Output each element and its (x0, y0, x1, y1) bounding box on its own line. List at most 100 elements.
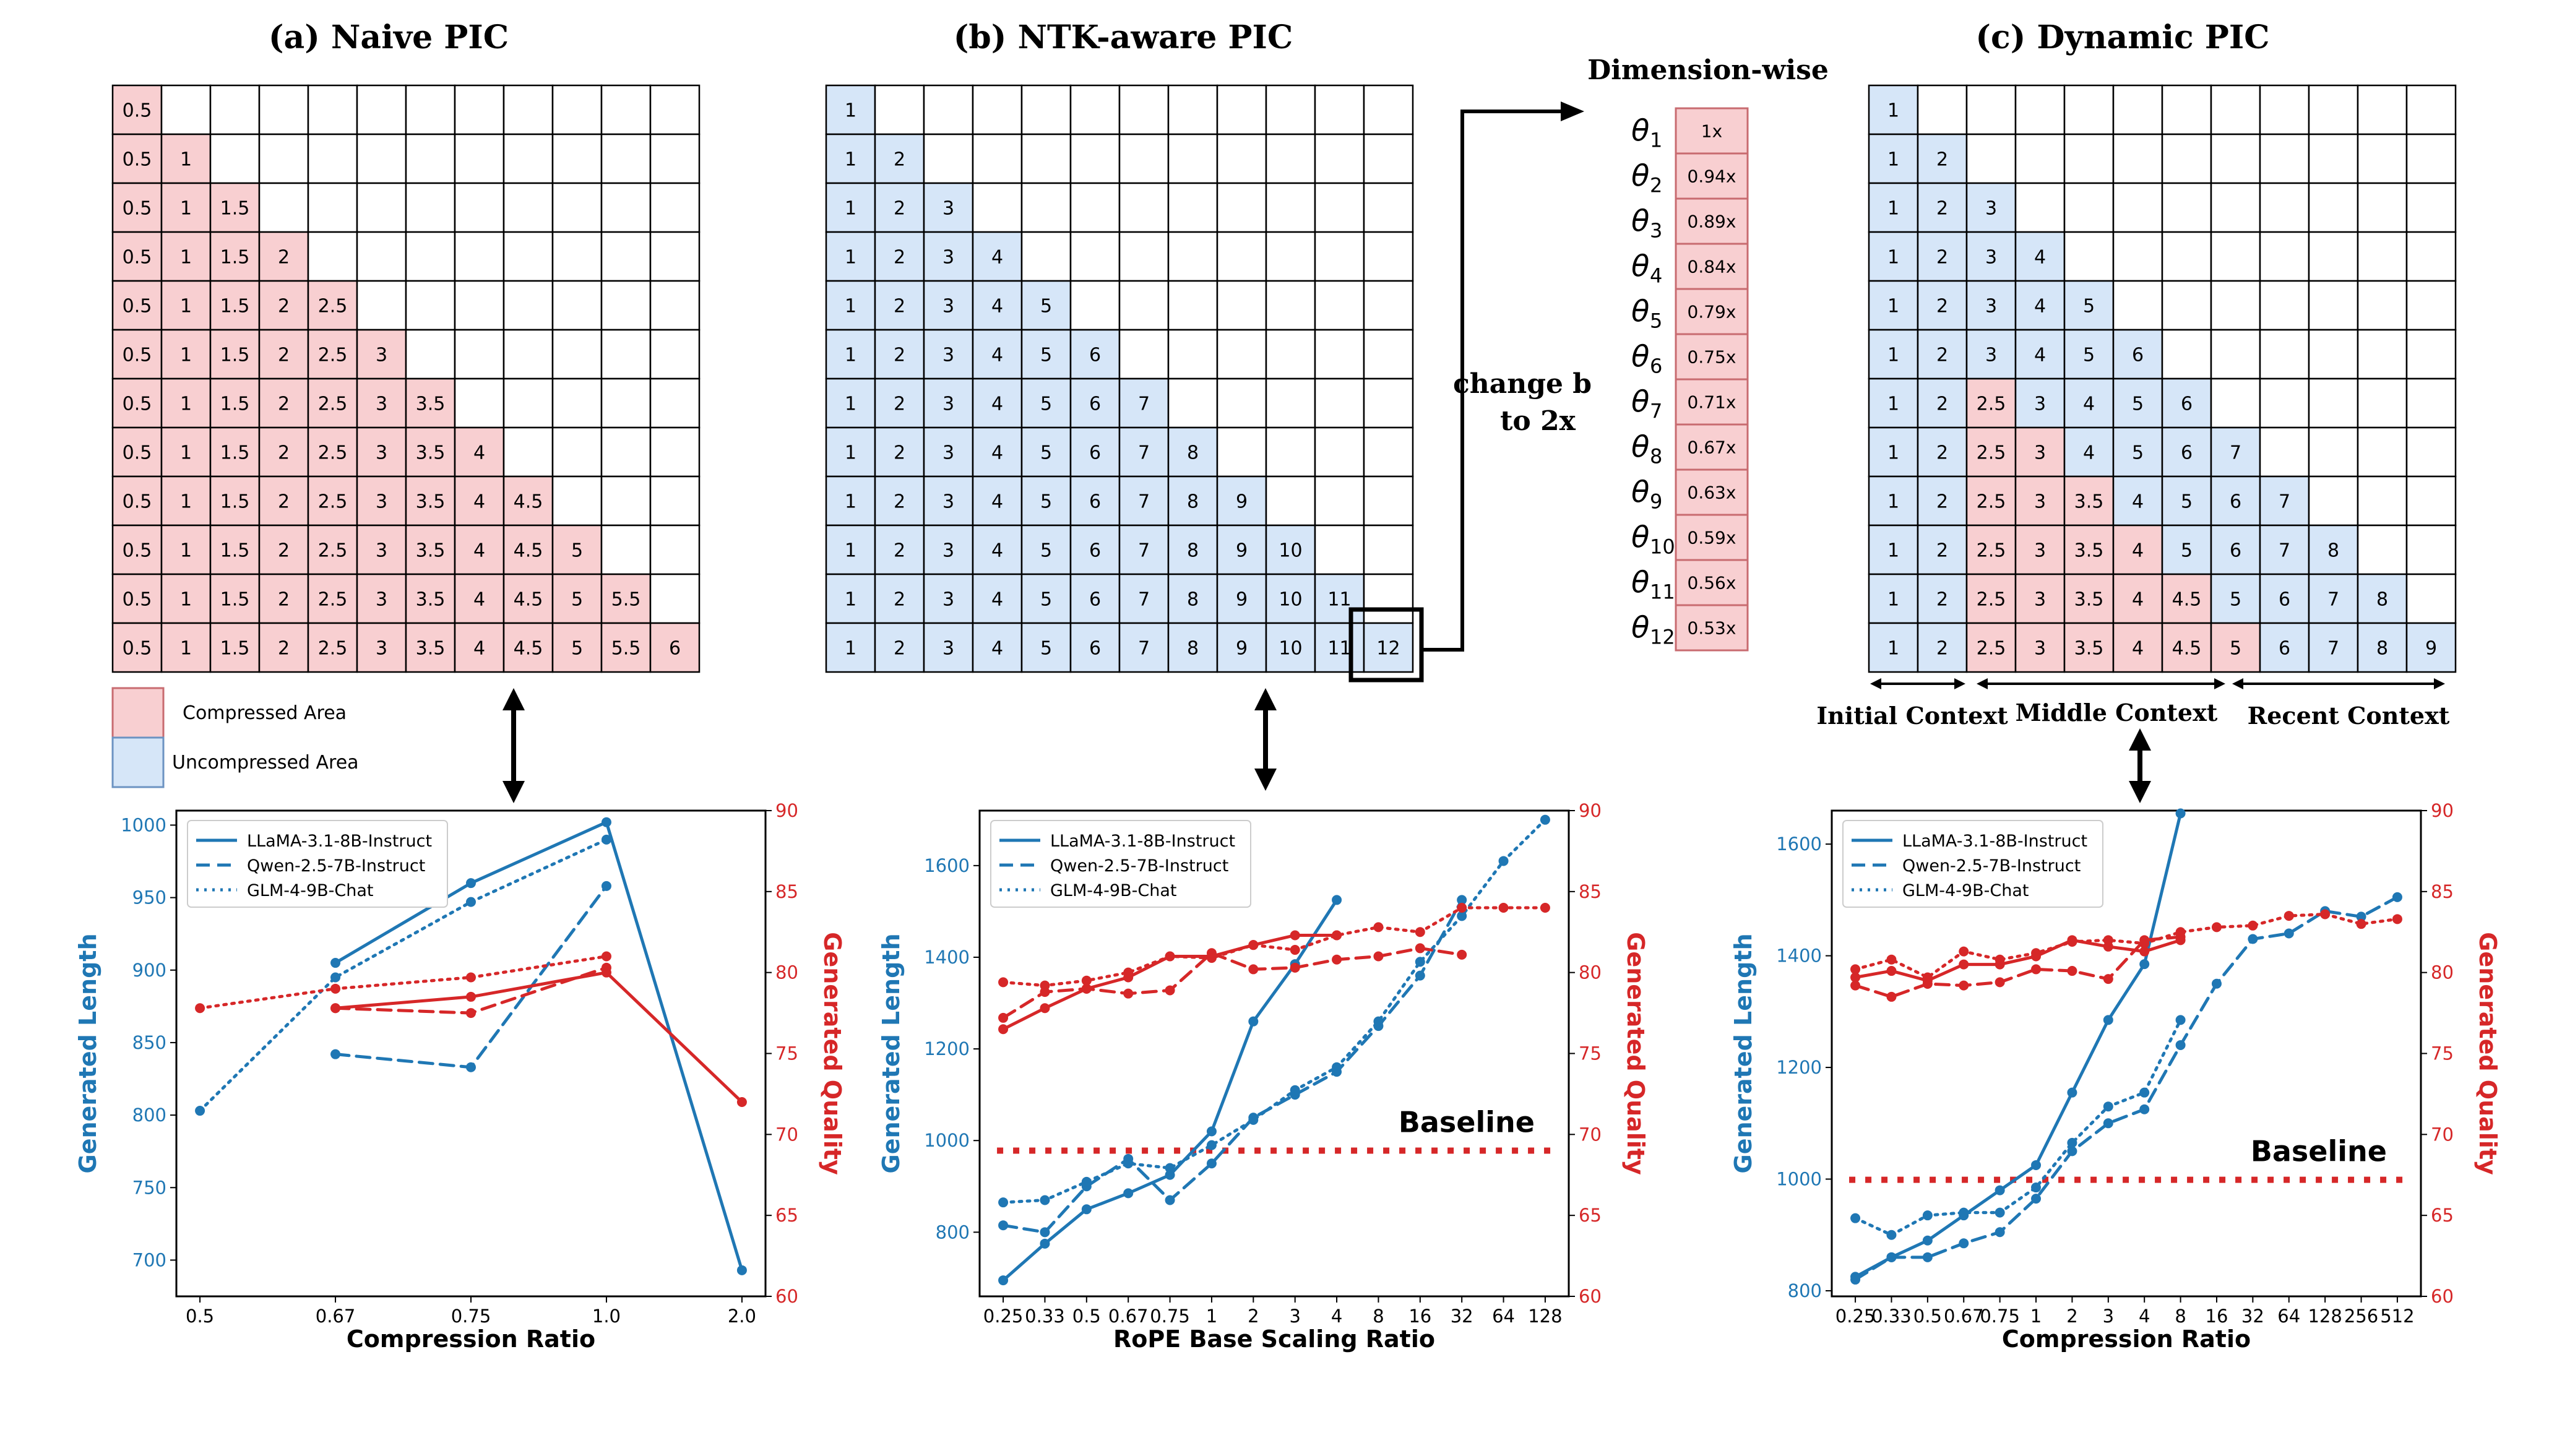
y-tick-label: 850 (132, 1032, 166, 1053)
grid-cell-empty (600, 426, 652, 478)
grid-cell-empty (2357, 377, 2408, 429)
y2-tick-label: 60 (775, 1286, 798, 1307)
grid-cell-empty (356, 231, 407, 282)
series-point (1081, 983, 1092, 994)
x-tick-label: 0.5 (1072, 1306, 1101, 1327)
grid-cell-uncompressed (923, 231, 974, 282)
grid-cell-value: 5 (2083, 345, 2095, 366)
grid-cell-value: 5.5 (611, 638, 641, 660)
x-tick-label: 4 (1331, 1306, 1342, 1327)
grid-cell-value: 5 (1040, 491, 1052, 513)
grid-cell-uncompressed (2014, 377, 2066, 429)
grid-cell-empty (356, 133, 407, 184)
legend-box (990, 820, 1251, 908)
series-point (1123, 1188, 1134, 1199)
series-point (2248, 934, 2258, 944)
grid-cell-empty (2308, 377, 2359, 429)
grid-cell-empty (2014, 133, 2066, 184)
series-point (2175, 1015, 2186, 1025)
legend-entry: LLaMA-3.1-8B-Instruct (247, 832, 432, 851)
series-point (1886, 991, 1897, 1002)
grid-cell-value: 0.5 (123, 442, 152, 464)
grid-cell-empty (600, 182, 652, 233)
grid-cell-uncompressed (1069, 573, 1121, 624)
series-point (1248, 1114, 1259, 1125)
grid-cell-value: 1 (180, 540, 192, 562)
series-point (1959, 1207, 1969, 1218)
naive-pic-grid: 0.5 0.5 1 0.5 1 1.5 0.5 1 1.5 2 0.5 1 1.5 2 2.5 0.5 1 1.5… (111, 84, 701, 673)
grid-cell-empty (502, 280, 554, 331)
series-point (2284, 928, 2294, 939)
series-point (1081, 975, 1092, 986)
grid-cell-empty (551, 133, 603, 184)
grid-cell-value: 1 (1887, 296, 1899, 317)
grid-cell-value: 3 (2034, 394, 2046, 415)
theta-symbol: θ (1631, 385, 1649, 420)
grid-cell-value: 2 (894, 296, 905, 317)
theta-symbol: θ (1631, 159, 1649, 194)
grid-cell-value: 4 (991, 491, 1003, 513)
grid-cell-value: 4 (473, 491, 485, 513)
y2-tick-label: 80 (1579, 962, 1602, 983)
series-point (998, 977, 1009, 988)
grid-cell-empty (1118, 231, 1170, 282)
x-tick-label: 0.33 (1871, 1306, 1912, 1327)
grid-cell-empty (2405, 84, 2457, 136)
grid-cell-compressed (502, 475, 554, 527)
grid-cell-uncompressed (1069, 426, 1121, 478)
grid-cell-uncompressed (1216, 573, 1267, 624)
grid-cell-value: 10 (1279, 638, 1302, 660)
grid-cell-empty (2259, 84, 2310, 136)
grid-cell-empty (551, 280, 603, 331)
x-tick-label: 2 (1248, 1306, 1259, 1327)
dimension-factor-value: 0.63x (1688, 483, 1736, 503)
series-line-dotted-right (198, 955, 608, 1010)
grid-cell-uncompressed (1216, 524, 1267, 575)
legend-entry: GLM-4-9B-Chat (1050, 881, 1176, 900)
grid-cell-empty (1020, 84, 1072, 136)
grid-cell-compressed (1965, 475, 2017, 527)
series-point (1959, 1238, 1969, 1249)
series-line-solid-right (1853, 938, 2183, 983)
series-point (330, 958, 341, 968)
grid-cell-uncompressed (825, 280, 876, 331)
grid-cell-empty (502, 231, 554, 282)
y-tick-label: 750 (132, 1177, 166, 1198)
grid-cell-compressed (160, 329, 212, 380)
grid-cell-value: 7 (1138, 540, 1150, 562)
legend-uncompressed-swatch (111, 736, 165, 788)
chart-dynamic-pic: 0.250.33 0.5 0.670.75 1 2 3 4 8 16 32 64 128 256 512 8… (1730, 800, 2501, 1353)
theta-subscript: 1 (1650, 129, 1662, 152)
series-line-solid-left (1853, 812, 2183, 1278)
series-point (1850, 964, 1861, 975)
grid-cell-value: 3 (2034, 491, 2046, 513)
grid-cell-compressed (209, 426, 261, 478)
grid-cell-value: 8 (1187, 589, 1199, 611)
grid-cell-value: 3 (376, 491, 387, 513)
grid-cell-value: 2 (278, 540, 290, 562)
x-tick-label: 8 (2175, 1306, 2186, 1327)
series-line-solid-left (334, 820, 744, 1272)
grid-cell-value: 0.5 (123, 100, 152, 122)
grid-cell-value: 4 (991, 540, 1003, 562)
grid-cell-value: 2.5 (318, 296, 348, 317)
y-tick-label: 1000 (1776, 1169, 1822, 1190)
series-point (2356, 911, 2366, 922)
grid-cell-value: 5 (2181, 491, 2193, 513)
grid-cell-empty (972, 84, 1023, 136)
grid-cell-value: 11 (1327, 638, 1351, 660)
theta-symbol: θ (1631, 114, 1649, 149)
dimension-factor-cell (1675, 378, 1749, 426)
grid-cell-value: 5.5 (611, 589, 641, 611)
grid-cell-uncompressed (1020, 329, 1072, 380)
series-point (2031, 1194, 2042, 1204)
theta-subscript: 7 (1650, 400, 1662, 423)
series-point (1995, 977, 2005, 988)
grid-cell-value: 5 (1040, 345, 1052, 366)
grid-cell-value: 7 (2279, 540, 2290, 562)
grid-cell-value: 7 (1138, 394, 1150, 415)
grid-cell-value: 2 (1936, 345, 1948, 366)
series-point (330, 1003, 341, 1014)
grid-cell-uncompressed (1167, 475, 1218, 527)
